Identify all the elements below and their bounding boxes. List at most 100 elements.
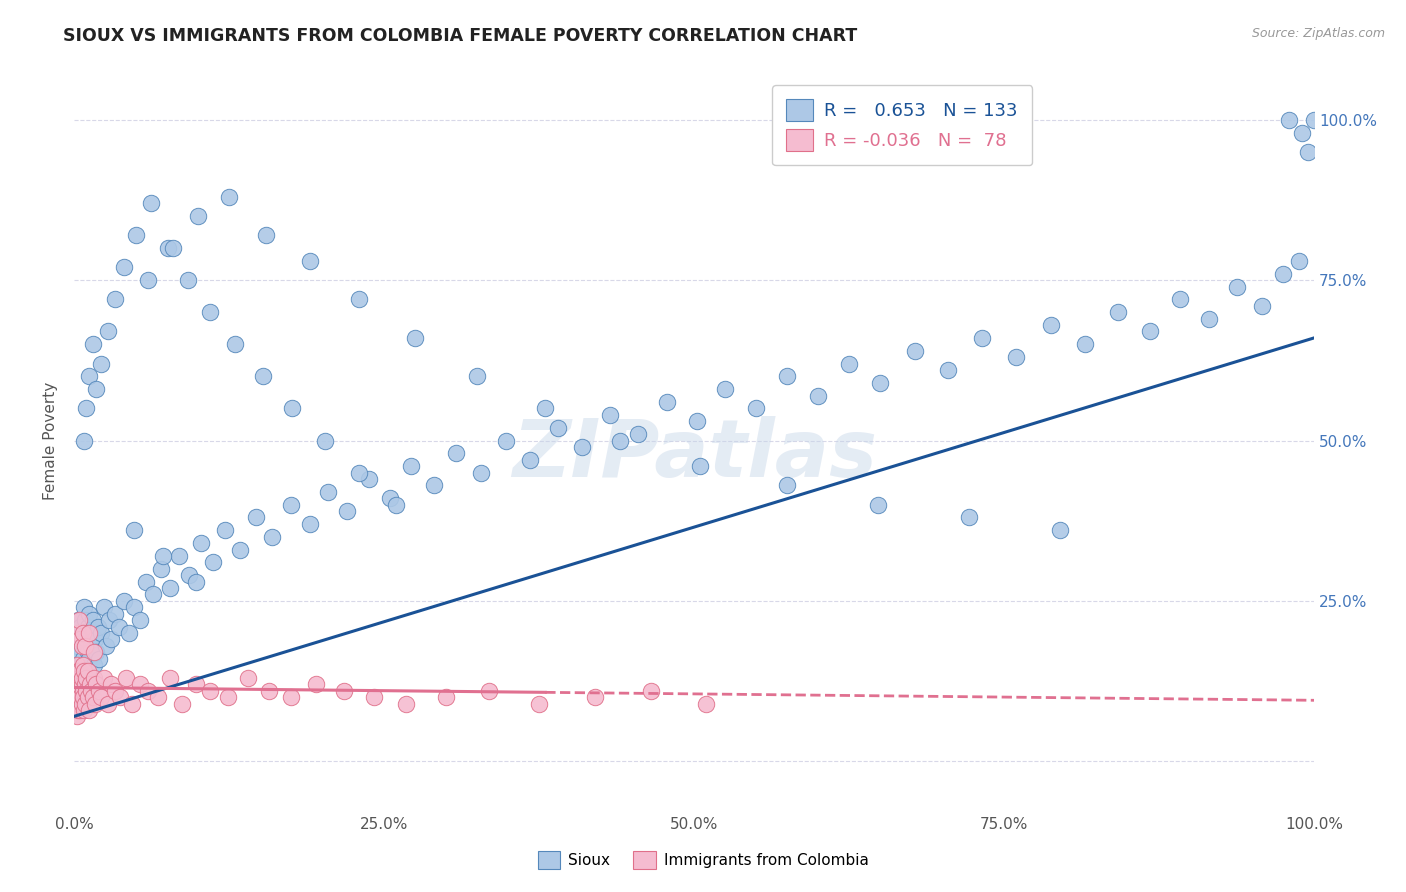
- Point: [187, 209, 209, 223]
- Point: [80, 683, 103, 698]
- Point: [77, 651, 100, 665]
- Point: [79, 677, 101, 691]
- Point: [547, 420, 569, 434]
- Point: [519, 452, 541, 467]
- Point: [1005, 350, 1028, 364]
- Point: [121, 697, 143, 711]
- Point: [465, 369, 488, 384]
- Point: [66, 690, 89, 704]
- Point: [70, 639, 93, 653]
- Point: [66, 703, 89, 717]
- Point: [401, 459, 423, 474]
- Point: [66, 658, 89, 673]
- Point: [280, 690, 302, 704]
- Point: [280, 498, 302, 512]
- Point: [336, 504, 359, 518]
- Point: [1291, 126, 1313, 140]
- Point: [869, 376, 891, 390]
- Point: [72, 651, 94, 665]
- Point: [70, 671, 93, 685]
- Text: ZIPatlas: ZIPatlas: [512, 417, 876, 494]
- Point: [184, 574, 207, 589]
- Point: [571, 440, 593, 454]
- Point: [65, 658, 87, 673]
- Point: [169, 549, 191, 563]
- Point: [104, 293, 127, 307]
- Point: [422, 478, 444, 492]
- Point: [314, 434, 336, 448]
- Point: [97, 613, 120, 627]
- Point: [333, 683, 356, 698]
- Point: [695, 697, 717, 711]
- Point: [217, 690, 239, 704]
- Point: [655, 395, 678, 409]
- Point: [252, 369, 274, 384]
- Point: [65, 709, 87, 723]
- Point: [82, 613, 104, 627]
- Point: [83, 645, 105, 659]
- Point: [404, 331, 426, 345]
- Point: [1139, 325, 1161, 339]
- Point: [77, 703, 100, 717]
- Point: [90, 690, 112, 704]
- Point: [77, 369, 100, 384]
- Point: [957, 510, 980, 524]
- Point: [138, 273, 160, 287]
- Point: [65, 703, 87, 717]
- Point: [69, 632, 91, 647]
- Point: [86, 619, 108, 633]
- Point: [714, 382, 737, 396]
- Point: [100, 677, 122, 691]
- Point: [76, 671, 98, 685]
- Point: [73, 703, 96, 717]
- Point: [640, 683, 662, 698]
- Point: [904, 343, 927, 358]
- Point: [470, 466, 492, 480]
- Point: [139, 196, 162, 211]
- Point: [72, 626, 94, 640]
- Point: [76, 665, 98, 679]
- Point: [1251, 299, 1274, 313]
- Point: [866, 498, 889, 512]
- Point: [349, 466, 371, 480]
- Point: [104, 683, 127, 698]
- Point: [72, 658, 94, 673]
- Point: [67, 697, 90, 711]
- Point: [72, 690, 94, 704]
- Point: [70, 632, 93, 647]
- Point: [97, 325, 120, 339]
- Point: [96, 639, 118, 653]
- Point: [970, 331, 993, 345]
- Point: [79, 626, 101, 640]
- Point: [76, 665, 98, 679]
- Point: [67, 683, 90, 698]
- Point: [1278, 112, 1301, 127]
- Point: [807, 389, 830, 403]
- Point: [1272, 267, 1295, 281]
- Point: [254, 228, 277, 243]
- Point: [170, 697, 193, 711]
- Point: [349, 293, 371, 307]
- Point: [262, 530, 284, 544]
- Point: [627, 427, 650, 442]
- Point: [305, 677, 328, 691]
- Point: [77, 607, 100, 621]
- Point: [84, 632, 107, 647]
- Point: [135, 574, 157, 589]
- Point: [1303, 112, 1326, 127]
- Point: [149, 562, 172, 576]
- Point: [609, 434, 631, 448]
- Point: [86, 645, 108, 659]
- Point: [224, 337, 246, 351]
- Point: [148, 690, 170, 704]
- Point: [685, 414, 707, 428]
- Point: [69, 690, 91, 704]
- Point: [66, 613, 89, 627]
- Point: [93, 671, 115, 685]
- Point: [69, 619, 91, 633]
- Point: [1073, 337, 1095, 351]
- Point: [599, 408, 621, 422]
- Point: [138, 683, 160, 698]
- Point: [86, 382, 108, 396]
- Point: [66, 665, 89, 679]
